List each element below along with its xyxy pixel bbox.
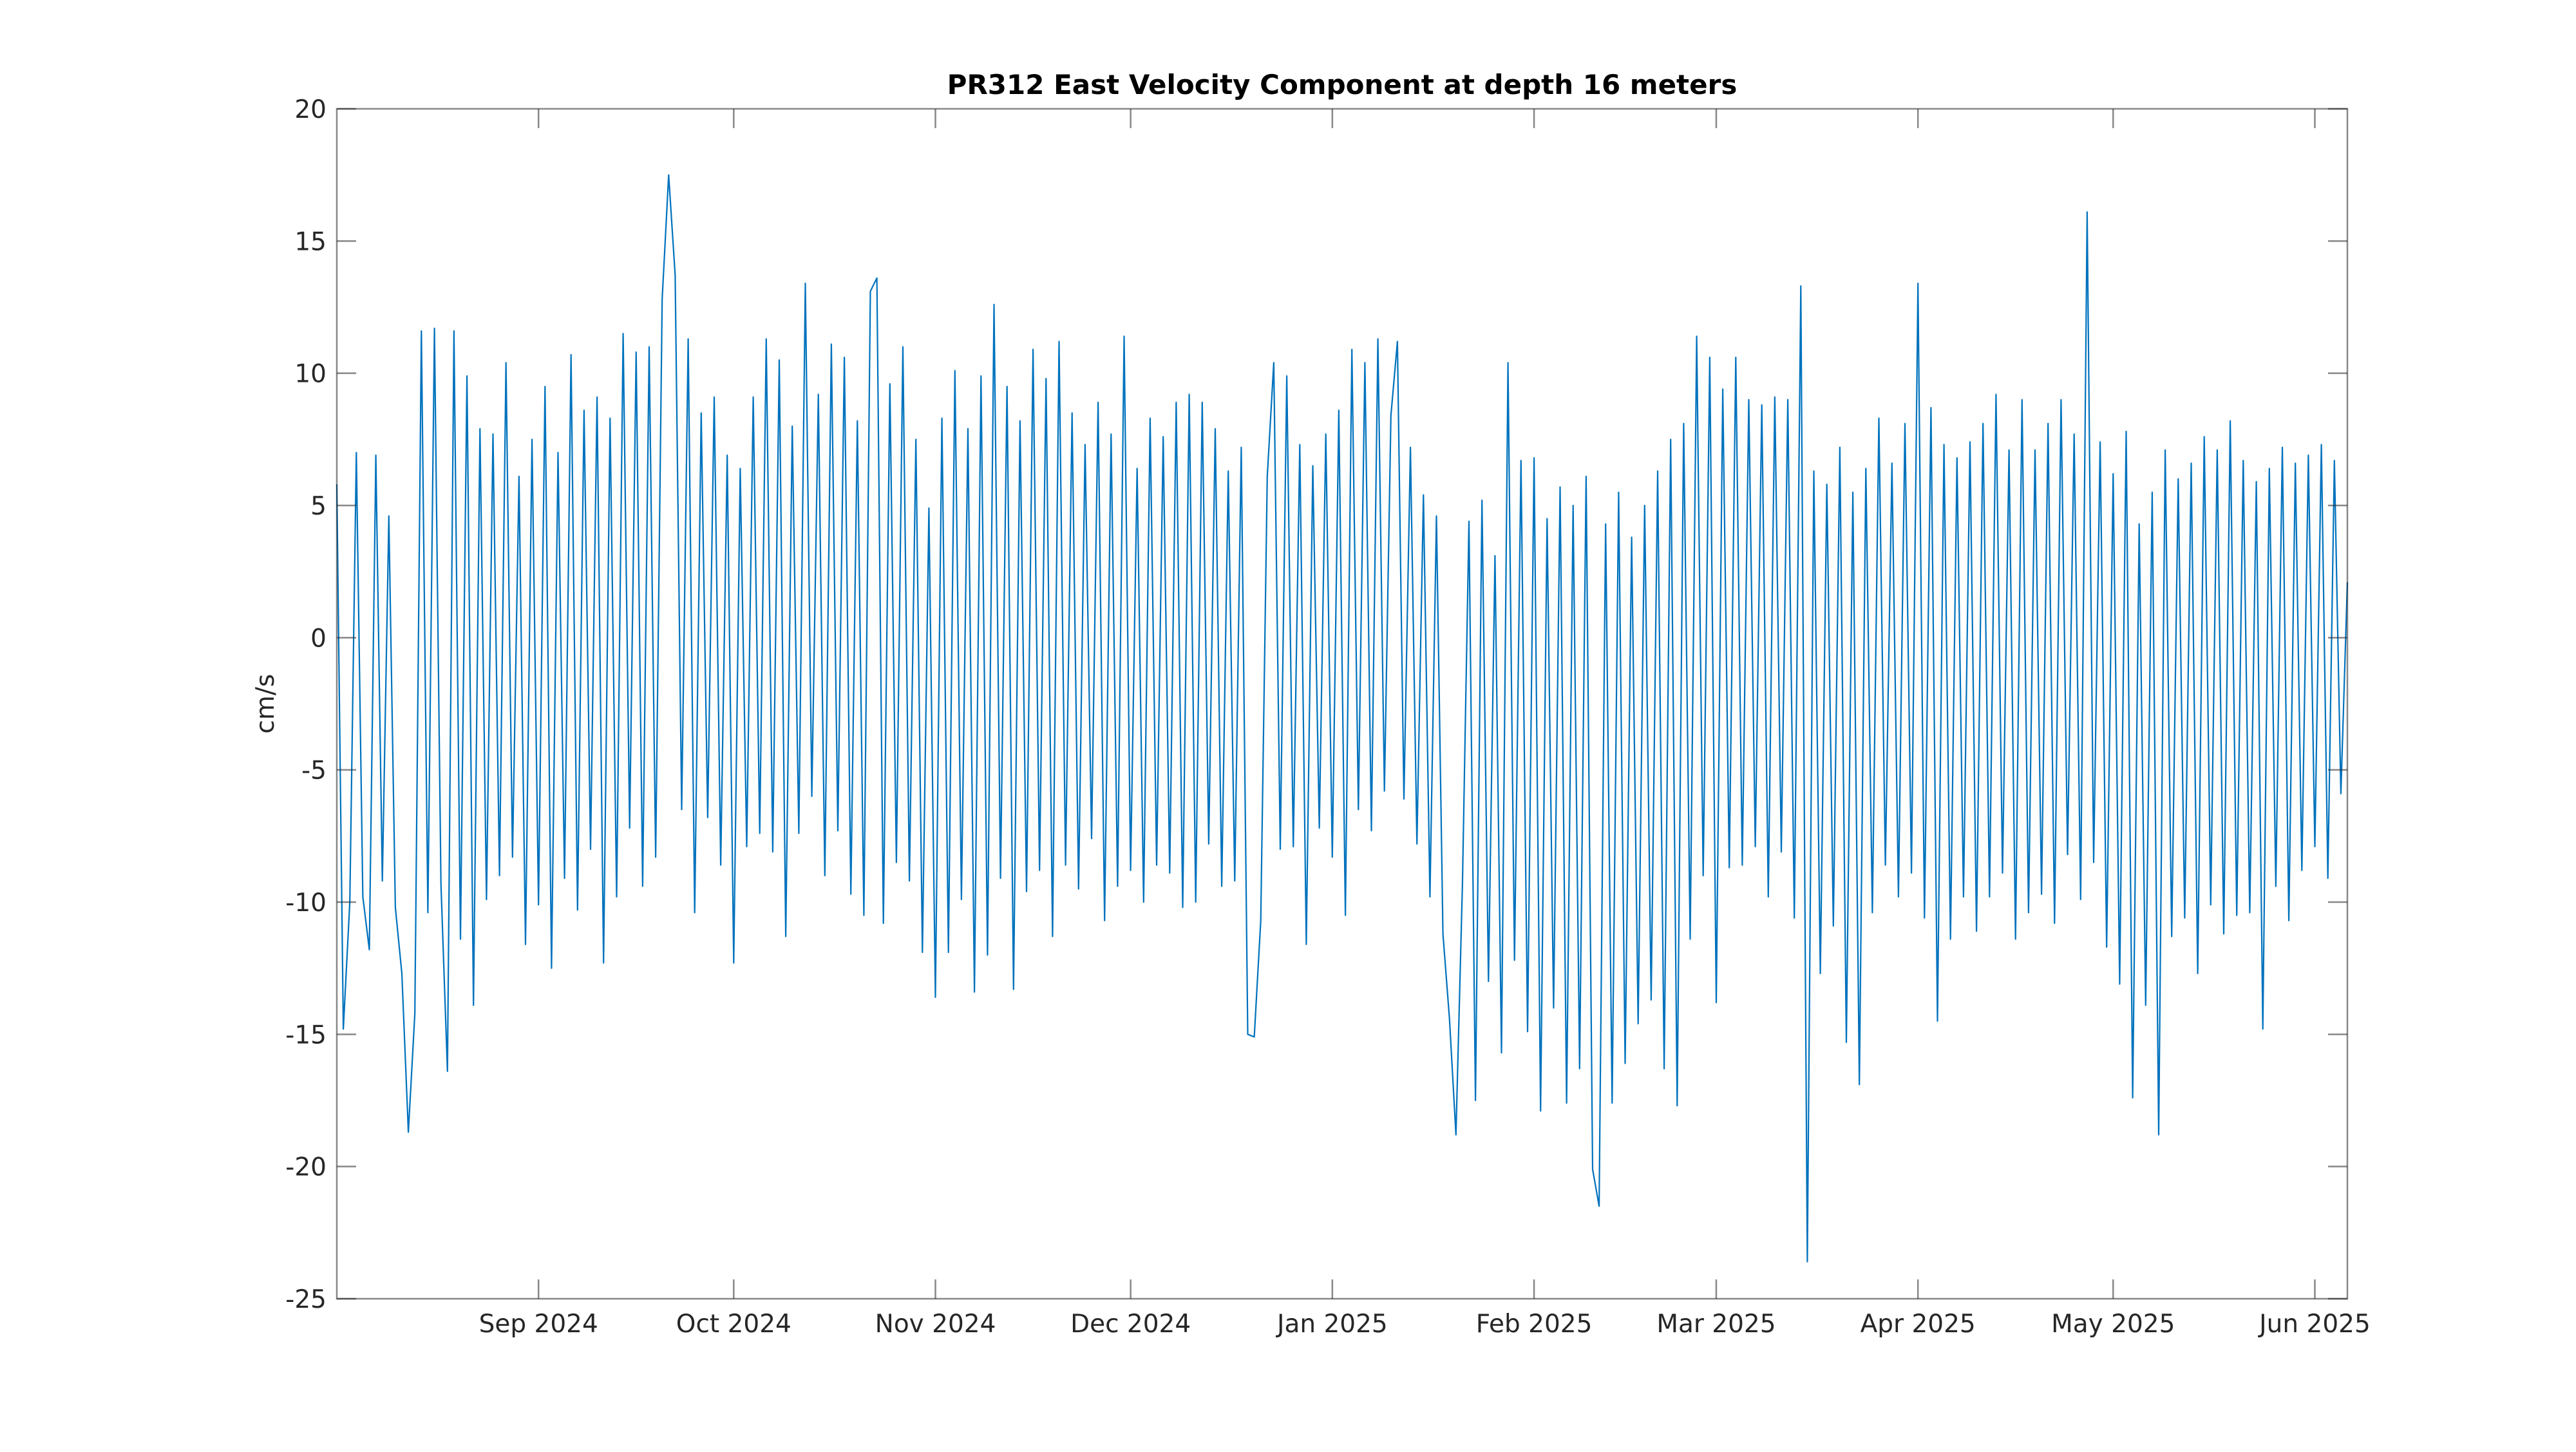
x-tick-label: Mar 2025 xyxy=(1656,1310,1776,1339)
x-tick-label: Nov 2024 xyxy=(875,1310,996,1339)
y-tick-label: 20 xyxy=(294,95,327,124)
x-tick-label: Apr 2025 xyxy=(1861,1310,1976,1339)
x-tick-label: Jan 2025 xyxy=(1275,1310,1388,1339)
x-tick-label: Feb 2025 xyxy=(1476,1310,1593,1339)
x-tick-label: Oct 2024 xyxy=(676,1310,791,1339)
x-axis: Sep 2024 Oct 2024 Nov 2024 Dec 2024 Jan 2025… xyxy=(479,109,2371,1339)
y-tick-label: -10 xyxy=(285,889,327,918)
series-line xyxy=(336,174,2349,1263)
x-tick-label: May 2025 xyxy=(2051,1310,2175,1339)
y-axis-label: cm/s xyxy=(251,674,280,734)
y-tick-label: -15 xyxy=(285,1021,327,1050)
y-tick-label: 5 xyxy=(310,492,327,521)
y-tick-label: -25 xyxy=(285,1285,327,1314)
y-tick-label: 10 xyxy=(294,360,327,389)
series-layer xyxy=(336,174,2349,1263)
y-tick-label: -20 xyxy=(285,1153,327,1182)
chart-title: PR312 East Velocity Component at depth 1… xyxy=(947,69,1738,100)
axes-box xyxy=(336,108,2349,1300)
y-axis: 20 15 10 5 0 -5 -10 -15 -20 -25 xyxy=(285,95,2347,1314)
y-tick-label: -5 xyxy=(301,757,327,786)
x-tick-label: Dec 2024 xyxy=(1070,1310,1191,1339)
x-tick-label: Sep 2024 xyxy=(479,1310,598,1339)
y-tick-label: 15 xyxy=(294,227,327,256)
y-tick-label: 0 xyxy=(310,624,327,653)
x-tick-label: Jun 2025 xyxy=(2257,1310,2371,1339)
